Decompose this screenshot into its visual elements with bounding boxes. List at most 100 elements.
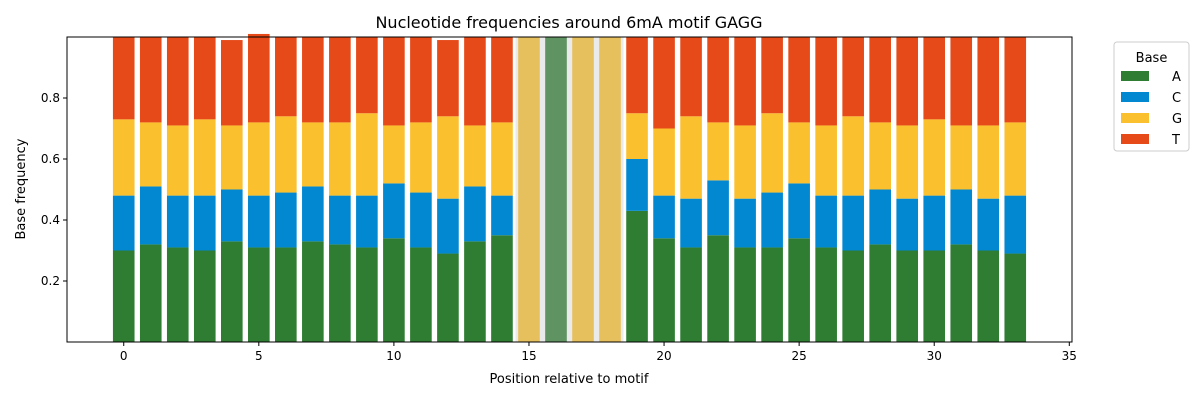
legend-label-C: C (1172, 91, 1181, 106)
legend-swatch-G (1121, 113, 1149, 123)
bar-segment-G-pos-15 (518, 37, 540, 342)
bar-segment-G-pos-1 (139, 122, 162, 187)
bar-segment-A-pos-0 (112, 250, 135, 342)
bar-segment-T-pos-9 (356, 37, 378, 114)
x-tick-label: 20 (656, 349, 671, 363)
bar-segment-C-pos-26 (815, 195, 837, 248)
bar-segment-G-pos-22 (707, 122, 729, 181)
bar-segment-C-pos-32 (977, 198, 1000, 251)
legend-label-A: A (1172, 70, 1181, 85)
bar-segment-T-pos-21 (680, 37, 702, 117)
legend-label-G: G (1172, 112, 1182, 127)
bar-segment-G-pos-18 (599, 37, 621, 342)
bar-segment-C-pos-10 (383, 183, 405, 239)
bar-segment-C-pos-29 (896, 198, 919, 251)
bar-segment-A-pos-12 (437, 253, 459, 342)
y-axis-ticks: 0.2 0.4 0.6 0.8 (41, 91, 67, 288)
bar-segment-C-pos-13 (464, 186, 486, 242)
bar-segment-C-pos-9 (356, 195, 378, 248)
x-axis-ticks: 0 5 10 15 20 25 30 35 (120, 342, 1077, 363)
bar-segment-C-pos-21 (680, 198, 702, 248)
bar-segment-A-pos-25 (788, 238, 810, 342)
bar-segment-A-pos-10 (383, 238, 405, 342)
bar-segment-A-pos-28 (869, 244, 891, 342)
bar-segment-T-pos-7 (302, 37, 324, 123)
bar-segment-C-pos-31 (950, 189, 973, 245)
legend-title: Base (1136, 51, 1168, 66)
bar-segment-G-pos-11 (410, 122, 432, 193)
bar-segment-C-pos-3 (193, 195, 216, 251)
x-tick-label: 10 (386, 349, 401, 363)
bar-segment-A-pos-30 (923, 250, 946, 342)
bar-segment-A-pos-13 (464, 241, 486, 342)
bar-segment-G-pos-5 (248, 122, 270, 196)
bar-segment-G-pos-2 (166, 125, 189, 196)
bar-segment-C-pos-14 (491, 195, 513, 236)
bar-segment-G-pos-26 (815, 125, 837, 196)
bar-segment-G-pos-20 (653, 128, 675, 196)
bar-segment-G-pos-31 (950, 125, 973, 190)
bar-segment-T-pos-3 (193, 37, 216, 120)
bar-segment-C-pos-28 (869, 189, 891, 245)
x-tick-label: 0 (120, 349, 128, 363)
bar-segment-G-pos-10 (383, 125, 405, 184)
bar-segment-C-pos-33 (1004, 195, 1027, 254)
bars-group (112, 33, 1027, 342)
bar-segment-G-pos-24 (761, 113, 783, 193)
legend-swatch-C (1121, 92, 1149, 102)
bar-segment-G-pos-8 (329, 122, 351, 196)
bar-segment-G-pos-17 (572, 37, 594, 342)
x-tick-label: 35 (1062, 349, 1077, 363)
bar-segment-A-pos-29 (896, 250, 919, 342)
bar-segment-T-pos-0 (112, 37, 135, 120)
bar-segment-G-pos-33 (1004, 122, 1027, 196)
bar-segment-C-pos-25 (788, 183, 810, 239)
x-tick-label: 5 (255, 349, 263, 363)
bar-segment-G-pos-3 (193, 119, 216, 196)
motif-highlight-pos-17 (569, 37, 597, 342)
bar-segment-G-pos-0 (112, 119, 135, 196)
bar-segment-C-pos-22 (707, 180, 729, 236)
bar-segment-G-pos-12 (437, 116, 459, 199)
bar-segment-C-pos-8 (329, 195, 351, 245)
bar-segment-T-pos-20 (653, 37, 675, 129)
bar-segment-T-pos-5 (248, 33, 270, 123)
bar-segment-T-pos-31 (950, 37, 973, 126)
bar-segment-T-pos-19 (626, 37, 648, 114)
bar-segment-G-pos-19 (626, 113, 648, 159)
bar-segment-C-pos-4 (220, 189, 243, 242)
bar-segment-T-pos-8 (329, 37, 351, 123)
bar-segment-T-pos-30 (923, 37, 946, 120)
bar-segment-C-pos-30 (923, 195, 946, 251)
bar-segment-A-pos-16 (545, 37, 567, 342)
bar-segment-T-pos-1 (139, 37, 162, 123)
bar-segment-A-pos-27 (842, 250, 864, 342)
motif-highlight-pos-15 (515, 37, 543, 342)
bar-segment-T-pos-23 (734, 37, 756, 126)
bar-segment-T-pos-10 (383, 37, 405, 126)
bar-segment-A-pos-2 (166, 247, 189, 342)
chart-title: Nucleotide frequencies around 6mA motif … (375, 13, 762, 32)
bar-segment-T-pos-25 (788, 37, 810, 123)
bar-segment-T-pos-4 (220, 40, 243, 126)
y-tick-label: 0.8 (41, 91, 60, 105)
bar-segment-G-pos-7 (302, 122, 324, 187)
bar-segment-A-pos-3 (193, 250, 216, 342)
bar-segment-A-pos-23 (734, 247, 756, 342)
motif-highlight-pos-18 (596, 37, 624, 342)
bar-segment-T-pos-32 (977, 37, 1000, 126)
bar-segment-A-pos-4 (220, 241, 243, 342)
bar-segment-C-pos-27 (842, 195, 864, 251)
y-tick-label: 0.2 (41, 274, 60, 288)
bar-segment-G-pos-29 (896, 125, 919, 199)
bar-segment-A-pos-6 (275, 247, 297, 342)
bar-segment-G-pos-9 (356, 113, 378, 196)
bar-segment-T-pos-2 (166, 37, 189, 126)
legend-frame (1113, 41, 1190, 152)
bar-segment-T-pos-12 (437, 40, 459, 117)
motif-highlight-pos-16 (542, 37, 570, 342)
bar-segment-G-pos-6 (275, 116, 297, 193)
